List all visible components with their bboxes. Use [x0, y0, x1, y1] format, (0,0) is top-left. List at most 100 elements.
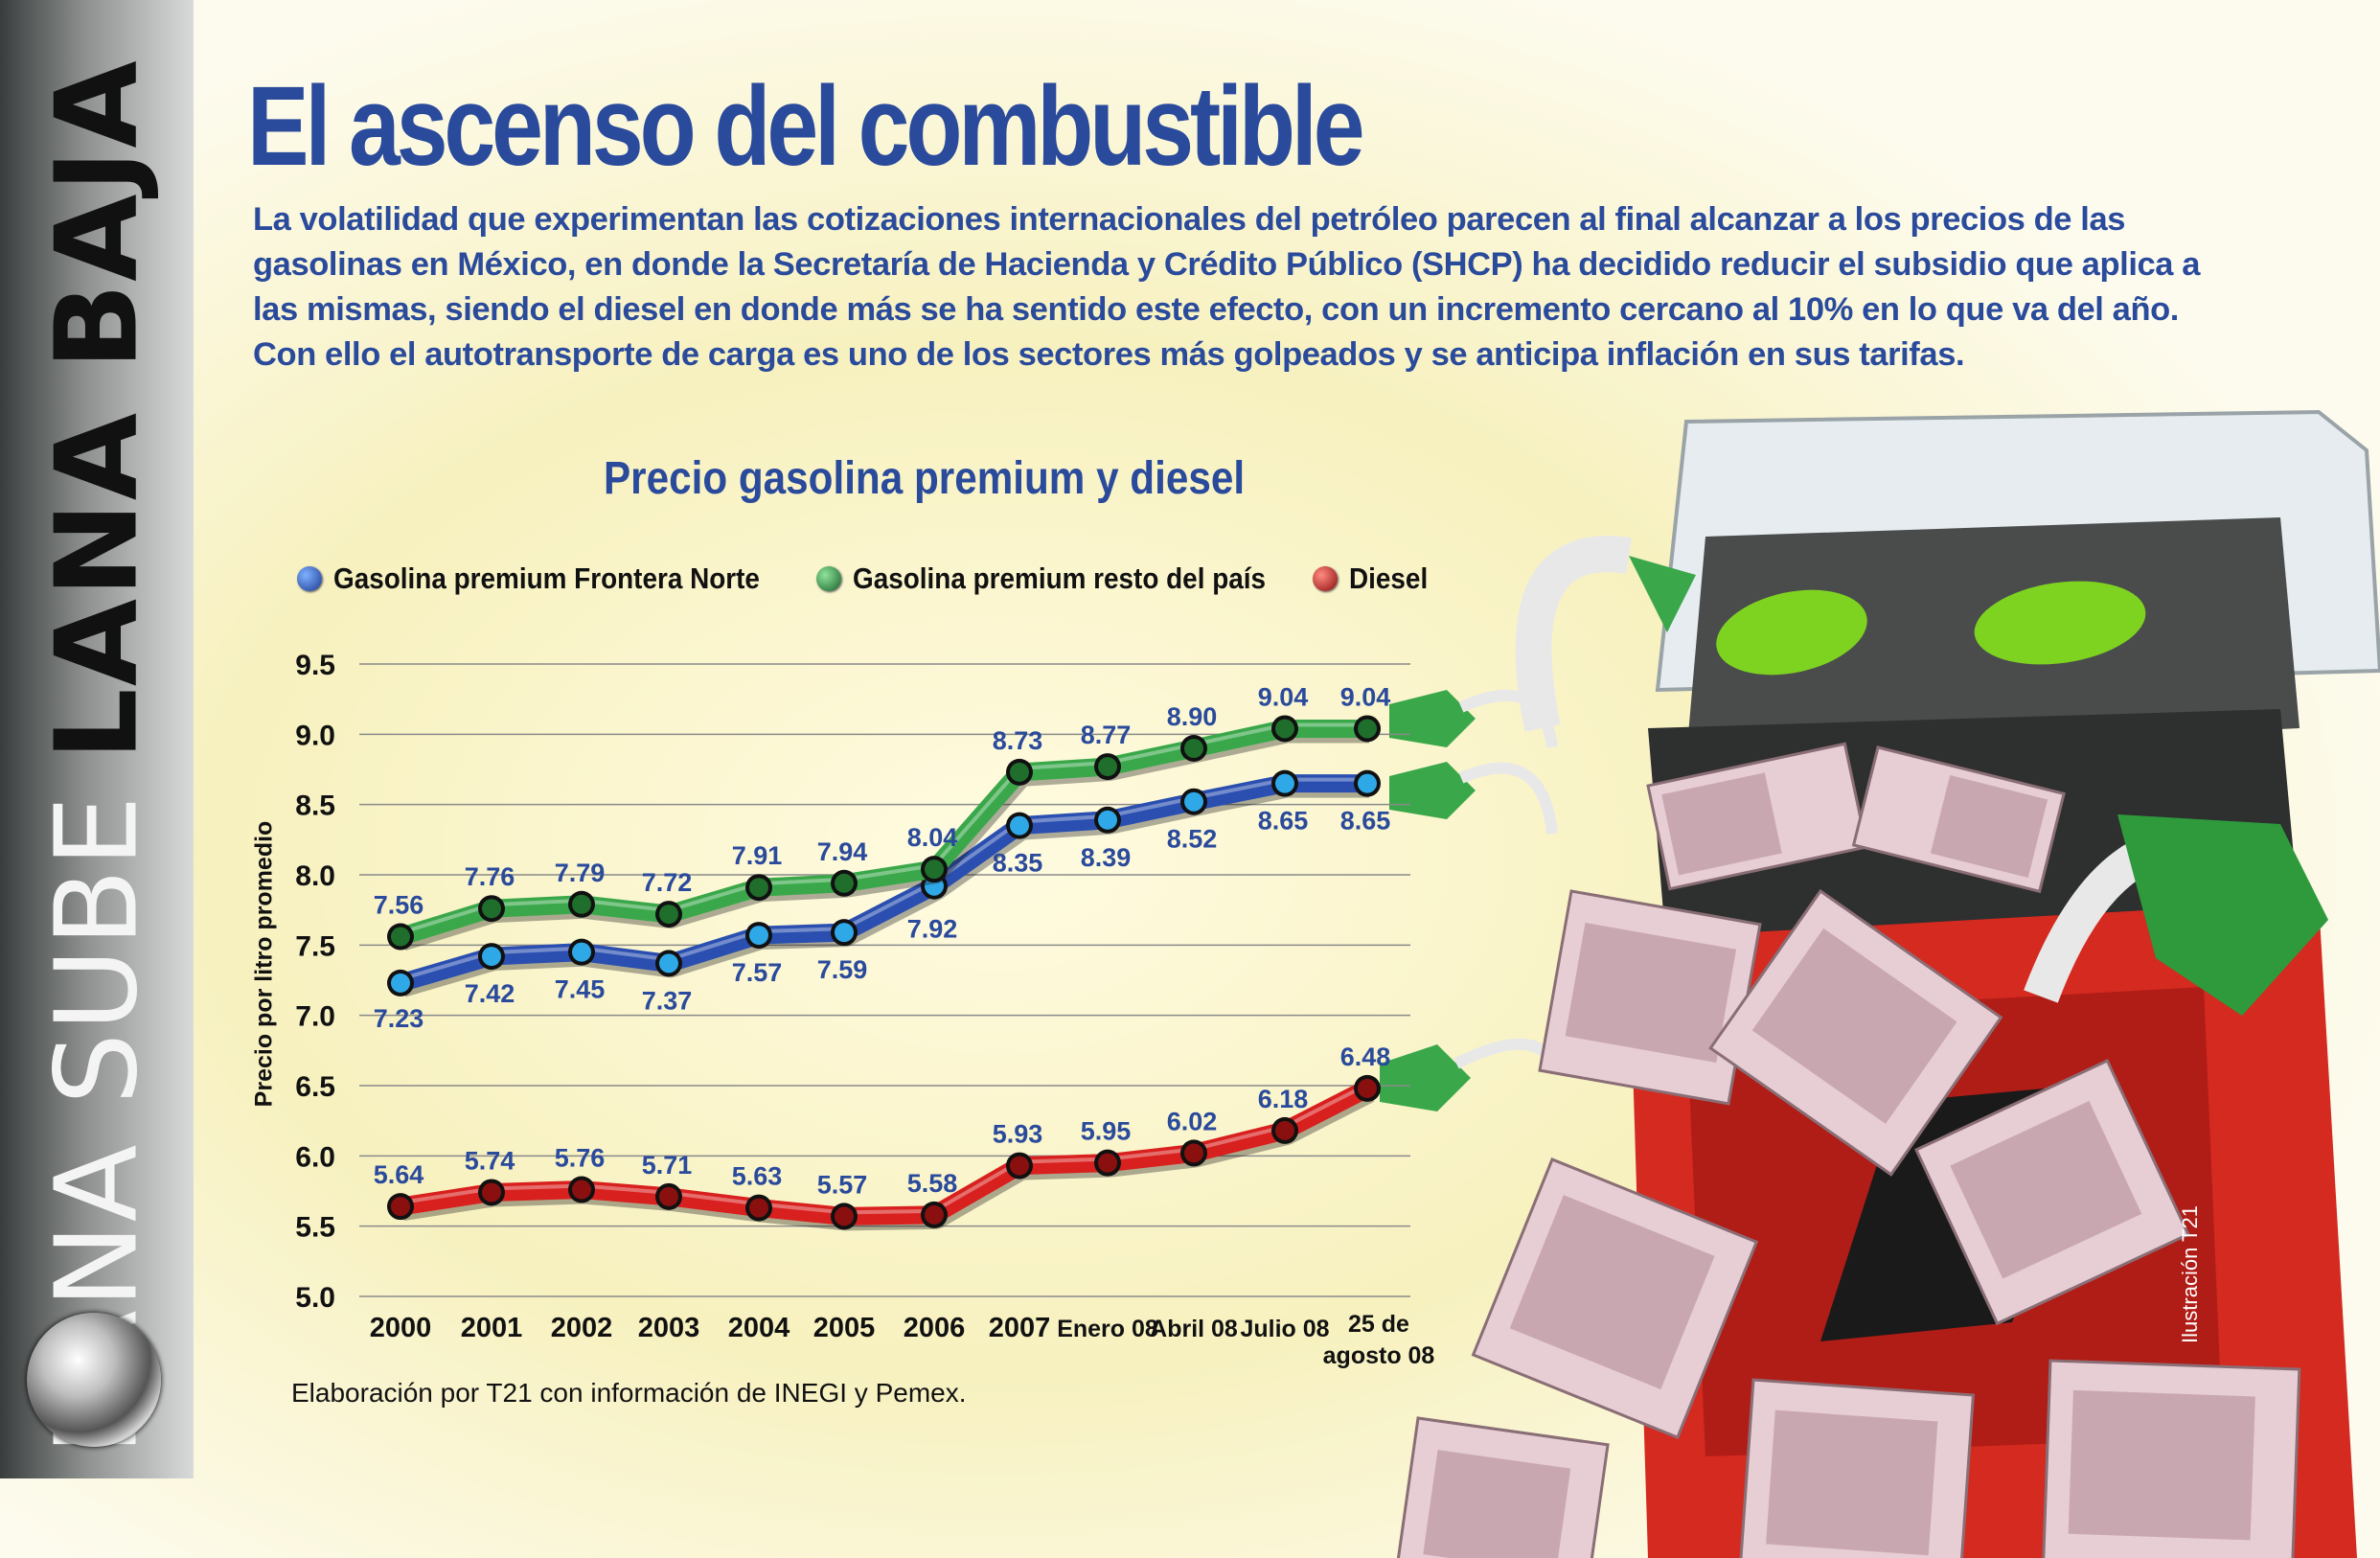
data-point: [391, 973, 410, 993]
y-tick-label: 6.5: [295, 1071, 335, 1103]
data-label: 7.45: [555, 975, 606, 1004]
data-label: 7.56: [374, 891, 424, 920]
series-line: [398, 774, 1367, 993]
data-label: 7.76: [465, 862, 515, 891]
y-tick-label: 7.0: [295, 1001, 335, 1033]
data-label: 7.72: [642, 868, 693, 897]
data-point: [1275, 1120, 1294, 1140]
data-point: [482, 1182, 501, 1203]
x-tick-label: 2003: [638, 1313, 700, 1343]
data-point: [572, 1180, 591, 1200]
data-point: [1010, 815, 1029, 836]
data-label: 5.93: [993, 1120, 1043, 1149]
y-tick-label: 9.0: [295, 720, 335, 751]
data-point: [1358, 1078, 1377, 1098]
side-banner: LANA SUBE LANA BAJA: [0, 0, 194, 1478]
series-line-highlight: [400, 777, 1367, 981]
series-line: [398, 719, 1367, 946]
data-label: 5.58: [907, 1169, 958, 1198]
data-point: [1184, 739, 1203, 758]
source-note: Elaboración por T21 con información de I…: [291, 1378, 967, 1408]
x-tick-label: Abril 08: [1150, 1316, 1238, 1342]
y-tick-label: 6.0: [295, 1141, 335, 1173]
data-point: [1098, 757, 1117, 777]
x-tick-label: 2006: [904, 1313, 966, 1343]
legend-label: Gasolina premium Frontera Norte: [333, 561, 760, 595]
data-label: 8.90: [1167, 702, 1218, 731]
legend-label: Gasolina premium resto del país: [853, 561, 1267, 595]
data-point: [1275, 719, 1294, 739]
series-line-highlight: [400, 722, 1367, 935]
data-point: [835, 1206, 854, 1226]
data-label: 8.65: [1258, 807, 1309, 836]
legend-label: Diesel: [1349, 561, 1429, 595]
data-point: [482, 947, 501, 967]
data-label: 7.94: [817, 837, 868, 866]
x-tick-label: 2000: [370, 1313, 432, 1343]
data-label: 5.71: [642, 1151, 693, 1180]
y-tick-label: 9.5: [295, 650, 335, 681]
intro-paragraph: La volatilidad que experimentan las coti…: [253, 201, 2201, 373]
data-label: 8.65: [1340, 807, 1391, 836]
x-tick-label: 2005: [813, 1313, 876, 1343]
y-tick-label: 8.0: [295, 860, 335, 892]
data-label: 9.04: [1340, 682, 1391, 711]
data-label: 7.23: [374, 1004, 424, 1033]
data-label: 5.74: [465, 1146, 515, 1175]
data-point: [925, 859, 944, 880]
data-label: 6.02: [1167, 1107, 1218, 1135]
data-label: 8.77: [1081, 721, 1132, 749]
data-point: [1358, 773, 1377, 793]
y-tick-label: 5.0: [295, 1282, 335, 1314]
data-point: [1184, 1143, 1203, 1163]
data-point: [1010, 1156, 1029, 1176]
series-line: [399, 1080, 1372, 1226]
banknotes-icon: [1395, 742, 2301, 1558]
x-tick-label: 2001: [461, 1313, 523, 1343]
legend-item-resto-del-pais: Gasolina premium resto del país: [816, 560, 1312, 598]
legend-item-diesel: Diesel: [1313, 560, 1436, 598]
legend-dot-green-icon: [816, 566, 841, 591]
data-point: [835, 873, 854, 893]
data-point: [925, 1204, 944, 1225]
data-label: 5.64: [374, 1160, 424, 1189]
data-label: 9.04: [1258, 682, 1309, 711]
data-label: 7.42: [465, 979, 515, 1008]
data-point: [659, 905, 678, 925]
data-point: [749, 878, 768, 898]
data-point: [1358, 719, 1377, 739]
data-label: 8.52: [1167, 825, 1218, 854]
circle-logo-icon: [27, 1313, 161, 1447]
data-point: [482, 899, 501, 919]
data-point: [1184, 791, 1203, 812]
data-label: 5.63: [732, 1162, 783, 1191]
chart-title: Precio gasolina premium y diesel: [604, 453, 1246, 504]
x-tick-label: 2002: [551, 1313, 613, 1343]
data-label: 8.39: [1081, 843, 1132, 872]
legend-item-frontera-norte: Gasolina premium Frontera Norte: [297, 560, 807, 598]
series-line-highlight: [400, 1083, 1368, 1215]
y-tick-label: 7.5: [295, 930, 335, 962]
legend-dot-blue-icon: [297, 566, 322, 591]
data-point: [749, 926, 768, 946]
x-tick-label: 25 de agosto 08: [1323, 1311, 1435, 1369]
x-tick-label: Enero 08: [1057, 1316, 1158, 1342]
data-point: [391, 927, 410, 947]
x-tick-label: Julio 08: [1240, 1316, 1329, 1342]
page-title: El ascenso del combustible: [247, 63, 1365, 190]
x-tick-label: 2004: [728, 1313, 790, 1343]
data-label: 7.91: [732, 841, 783, 870]
data-label: 5.95: [1081, 1117, 1132, 1146]
data-point: [391, 1197, 410, 1217]
data-label: 8.73: [993, 726, 1043, 755]
x-tick-label: 2007: [989, 1313, 1051, 1343]
data-point: [835, 923, 854, 943]
data-point: [749, 1198, 768, 1218]
data-point: [1098, 1153, 1117, 1173]
data-point: [572, 942, 591, 962]
data-label: 5.76: [555, 1144, 606, 1173]
data-point: [1098, 810, 1117, 830]
data-label: 7.59: [817, 955, 868, 984]
